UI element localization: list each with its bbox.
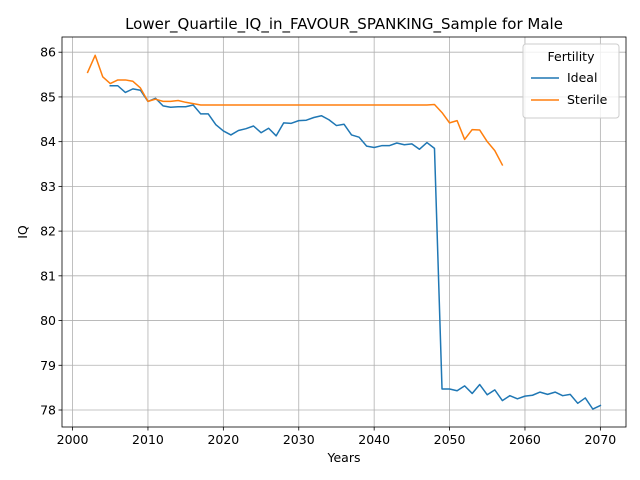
y-tick-label: 85: [40, 89, 56, 104]
y-tick-label: 78: [40, 403, 56, 418]
y-tick-label: 82: [40, 224, 56, 239]
y-tick-label: 84: [40, 134, 56, 149]
x-tick-label: 2050: [434, 432, 466, 447]
axis-ticks: 2000 2010 2020 2030 2040 2050 2060 2070 78 79 80 81…: [40, 45, 616, 447]
chart-title: Lower_Quartile_IQ_in_FAVOUR_SPANKING_Sam…: [125, 15, 563, 34]
y-tick-label: 86: [40, 45, 56, 60]
x-tick-label: 2060: [509, 432, 541, 447]
y-axis-label: IQ: [15, 225, 30, 239]
series-line-sterile: [86, 54, 504, 166]
y-tick-label: 83: [40, 179, 56, 194]
x-tick-label: 2000: [57, 432, 89, 447]
x-tick-label: 2020: [207, 432, 239, 447]
legend-label-sterile: Sterile: [567, 92, 608, 107]
legend-label-ideal: Ideal: [567, 70, 597, 85]
x-axis-label: Years: [327, 450, 361, 465]
legend-title: Fertility: [548, 49, 596, 64]
x-tick-label: 2010: [132, 432, 164, 447]
x-tick-label: 2070: [584, 432, 616, 447]
legend-entries: Ideal Sterile: [531, 70, 608, 107]
series-line-ideal: [109, 85, 602, 410]
series-lines: [86, 54, 602, 410]
y-tick-label: 80: [40, 313, 56, 328]
y-tick-label: 81: [40, 268, 56, 283]
plot-frame: [61, 36, 627, 428]
legend: Fertility Ideal Sterile: [522, 43, 620, 119]
y-tick-label: 79: [40, 358, 56, 373]
x-tick-label: 2040: [358, 432, 390, 447]
x-tick-label: 2030: [283, 432, 315, 447]
